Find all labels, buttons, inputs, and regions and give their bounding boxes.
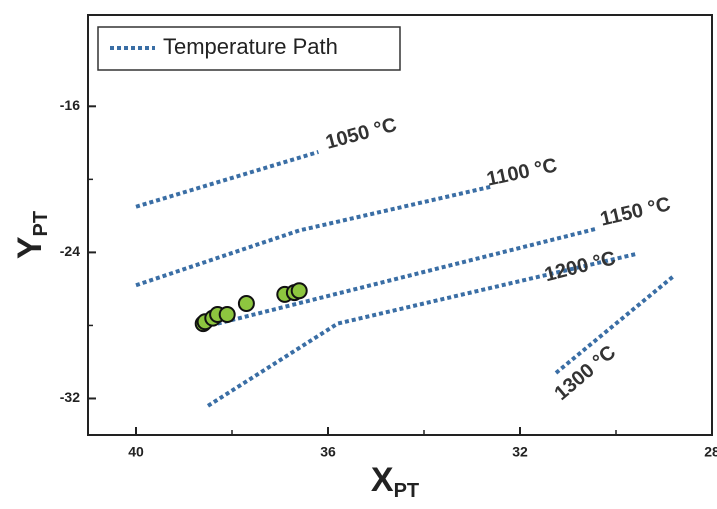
x-tick-label: 32 — [512, 444, 528, 460]
y-axis-title-sub: PT — [30, 211, 52, 237]
x-tick-label: 36 — [320, 444, 336, 460]
temperature-path — [554, 274, 675, 375]
legend-label: Temperature Path — [163, 34, 338, 59]
x-tick-label: 28 — [704, 444, 717, 460]
y-tick-label: -16 — [60, 97, 80, 113]
x-axis-title-sub: PT — [394, 480, 420, 502]
y-tick-label: -24 — [60, 243, 80, 259]
x-axis-title: XPT — [371, 461, 419, 502]
y-axis-title: YPT — [11, 211, 52, 259]
temperature-path — [206, 252, 636, 408]
x-tick-label: 40 — [128, 444, 144, 460]
temperature-path — [135, 150, 319, 209]
y-tick-label: -32 — [60, 389, 80, 405]
path-label: 1100 °C — [485, 154, 559, 190]
x-axis-title-main: X — [371, 461, 394, 499]
temperature-path — [135, 184, 492, 288]
path-label: 1200 °C — [542, 247, 618, 286]
data-point — [290, 282, 308, 300]
y-axis-title-main: Y — [11, 236, 49, 259]
data-point — [218, 305, 236, 323]
temperature-path — [217, 226, 598, 326]
data-point — [237, 295, 255, 313]
path-label: 1150 °C — [598, 193, 673, 230]
path-label: 1050 °C — [323, 114, 399, 154]
plot-frame — [87, 14, 713, 436]
